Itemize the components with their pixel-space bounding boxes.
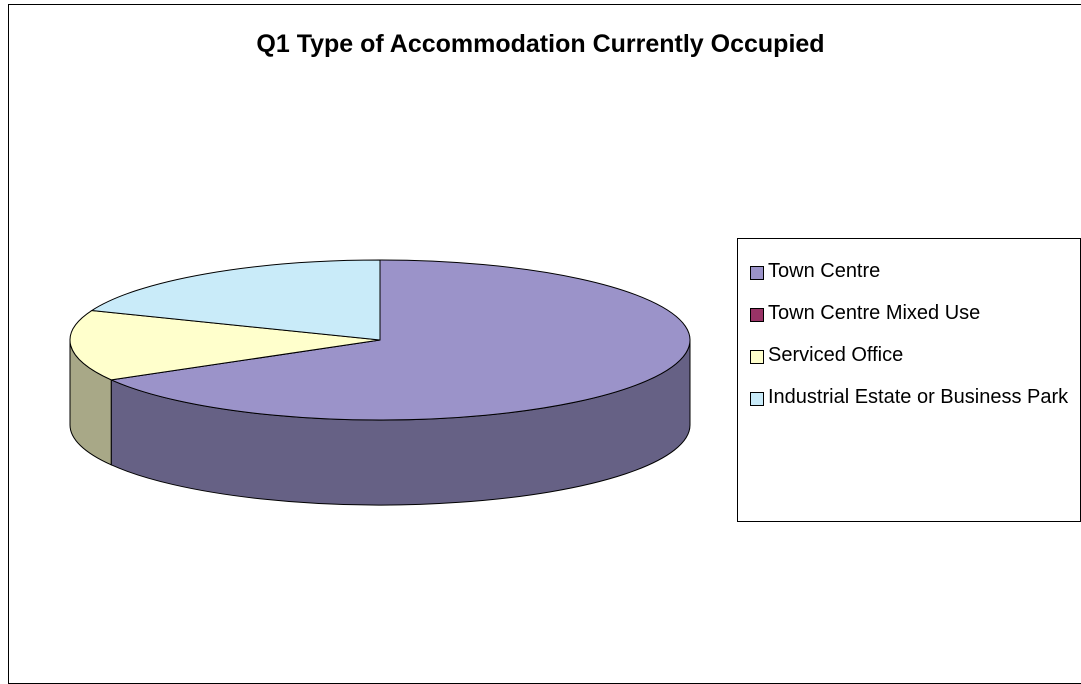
legend-swatch	[750, 266, 764, 280]
pie-slice	[90, 259, 381, 341]
legend-item: Town Centre Mixed Use	[750, 301, 1080, 326]
legend-label: Town Centre Mixed Use	[768, 302, 981, 324]
legend-swatch	[750, 392, 764, 406]
pie-slice	[109, 259, 691, 421]
legend-item: Town Centre	[750, 259, 1080, 284]
legend-item: Serviced Office	[750, 343, 1080, 368]
legend-swatch	[750, 350, 764, 364]
legend-label: Town Centre	[768, 260, 881, 282]
pie-slice	[69, 310, 381, 381]
legend-item: Industrial Estate or Business Park	[750, 385, 1080, 410]
legend-label: Industrial Estate or Business Park	[768, 386, 1069, 408]
legend-label: Serviced Office	[768, 344, 904, 366]
chart-title: Q1 Type of Accommodation Currently Occup…	[256, 30, 825, 58]
legend: Town Centre Town Centre Mixed Use Serviced…	[737, 238, 1081, 522]
legend-swatch	[750, 308, 764, 322]
